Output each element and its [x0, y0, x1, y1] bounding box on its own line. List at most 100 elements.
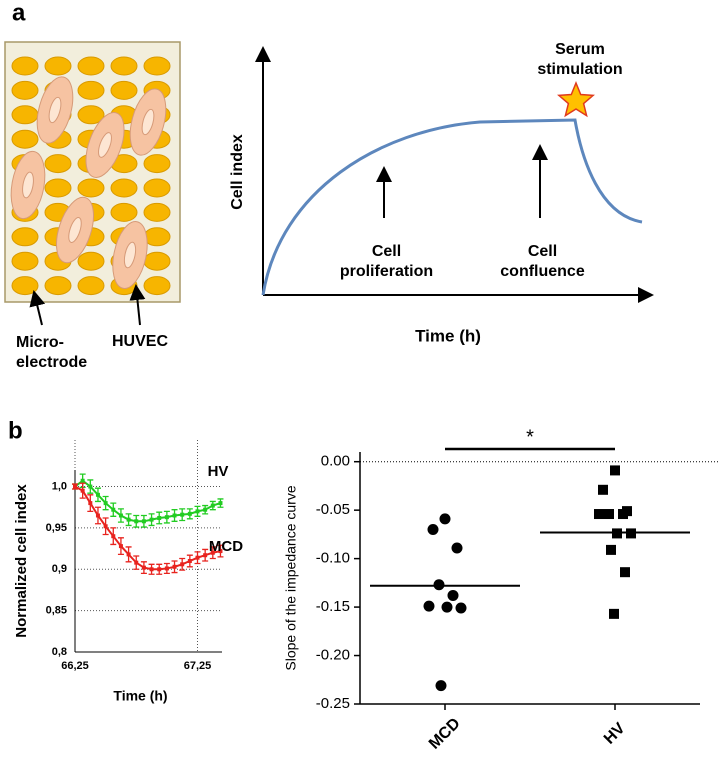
electrode [143, 227, 171, 247]
cell [85, 112, 125, 178]
panel-label: a [12, 0, 26, 26]
y-tick-label: -0.25 [316, 695, 350, 712]
cell-nucleus [123, 241, 137, 269]
point [427, 524, 439, 536]
point [73, 484, 77, 489]
electrode [110, 80, 138, 100]
point [95, 513, 100, 518]
point [606, 544, 616, 555]
point [80, 478, 85, 483]
y-tick-label: -0.20 [316, 647, 350, 664]
panel-label: b [8, 417, 23, 444]
schematic-plot [29, 46, 654, 326]
confluence-label: Cell confluence [500, 243, 585, 280]
point [134, 560, 139, 565]
point [594, 509, 604, 520]
y-tick-label: -0.15 [316, 598, 350, 615]
point [118, 544, 123, 549]
electrode [110, 202, 138, 222]
point [195, 509, 200, 514]
point [172, 564, 177, 569]
electrode-array [4, 41, 181, 303]
x-axis-label: Time (h) [113, 688, 167, 704]
y-tick-label: 0,95 [46, 522, 67, 534]
point [455, 602, 467, 614]
point [164, 515, 169, 520]
y-tick-label: 0.00 [321, 453, 350, 470]
y-tick-label: 0,9 [52, 563, 67, 575]
point [626, 528, 636, 539]
series-label: MCD [209, 538, 243, 555]
point [88, 501, 93, 506]
point [126, 552, 131, 557]
x-axis-label: Time (h) [415, 326, 481, 345]
point [447, 589, 459, 601]
point [210, 503, 215, 508]
cell-nucleus [68, 217, 82, 243]
electrode [11, 129, 39, 149]
y-axis-label: Normalized cell index [13, 484, 30, 638]
y-tick-label: 0,8 [52, 646, 67, 658]
point [195, 555, 200, 560]
point [609, 608, 619, 619]
huvec-label: HUVEC [112, 333, 168, 350]
electrode [11, 80, 39, 100]
electrode [77, 276, 105, 296]
cell-nucleus [98, 132, 112, 158]
cell-nucleus [141, 108, 155, 136]
cell [10, 150, 46, 220]
point [218, 501, 223, 506]
x-tick-label: HV [601, 720, 629, 748]
cell-nucleus [48, 96, 62, 124]
electrode [11, 227, 39, 247]
point [103, 524, 108, 529]
y-tick-label: 1,0 [52, 480, 67, 492]
x-tick-label: 66,25 [61, 660, 89, 672]
point [180, 562, 185, 567]
point [111, 534, 116, 539]
proliferation-label: Cell proliferation [339, 243, 434, 280]
electrode [143, 56, 171, 76]
electrode [11, 251, 39, 271]
electrode [44, 56, 72, 76]
electrode [110, 178, 138, 198]
point [433, 579, 445, 591]
cell [129, 88, 167, 156]
y-tick-label: -0.05 [316, 501, 350, 518]
electrode [143, 276, 171, 296]
series-label: HV [208, 463, 229, 480]
point [439, 513, 451, 525]
point [126, 517, 131, 522]
point [111, 507, 116, 512]
electrode [143, 154, 171, 174]
point [218, 549, 223, 554]
electrode [77, 56, 105, 76]
x-tick-label: MCD [426, 715, 464, 753]
point [604, 509, 614, 520]
point [610, 465, 620, 476]
electrode [44, 276, 72, 296]
serum-label: Serum stimulation [537, 41, 623, 78]
point [118, 513, 123, 518]
y-axis-label: Cell index [229, 134, 246, 210]
y-tick-label: 0,85 [46, 605, 67, 617]
point [423, 600, 435, 612]
point [103, 501, 108, 506]
electrode-label: Micro-electrode [16, 334, 88, 371]
y-tick-label: -0.10 [316, 550, 350, 567]
point [441, 601, 453, 613]
point [149, 567, 154, 572]
electrode [77, 251, 105, 271]
point [203, 553, 208, 558]
cell [56, 196, 94, 264]
y-axis-label: Slope of the impedance curve [283, 485, 299, 670]
electrode [77, 105, 105, 125]
point [141, 519, 146, 524]
x-tick-label: 67,25 [184, 660, 212, 672]
cell [36, 76, 74, 144]
electrode [143, 251, 171, 271]
point [141, 565, 146, 570]
point [157, 515, 162, 520]
significance-label: * [526, 426, 534, 448]
